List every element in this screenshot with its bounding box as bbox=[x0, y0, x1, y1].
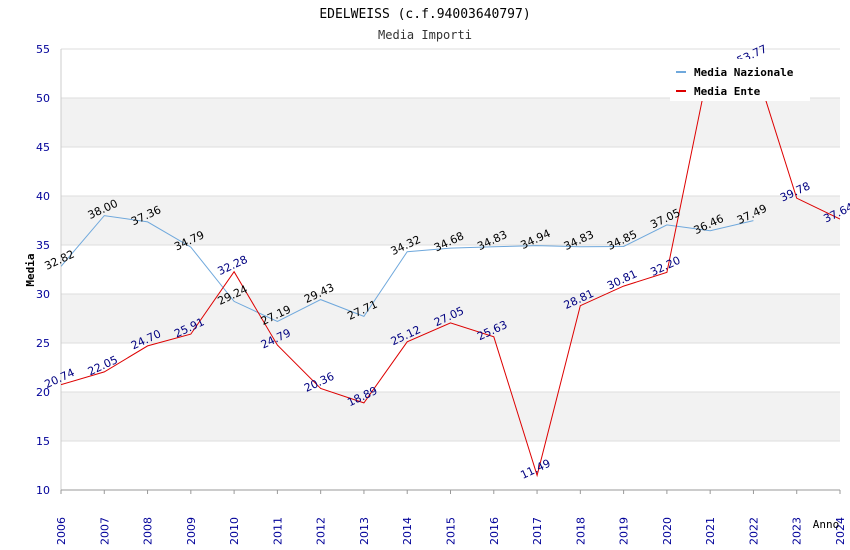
x-tick-label: 2017 bbox=[531, 517, 544, 545]
y-tick-label: 50 bbox=[36, 92, 50, 105]
x-tick-label: 2013 bbox=[358, 517, 371, 545]
y-tick-label: 15 bbox=[36, 435, 50, 448]
x-tick-label: 2024 bbox=[834, 517, 847, 545]
grid-band bbox=[61, 392, 840, 441]
data-label: 20.74 bbox=[43, 366, 77, 391]
grid-bands bbox=[61, 98, 840, 441]
legend-item-label: Media Nazionale bbox=[694, 66, 794, 79]
x-tick-label: 2008 bbox=[142, 517, 155, 545]
data-label: 20.36 bbox=[302, 370, 336, 395]
y-tick-label: 35 bbox=[36, 239, 50, 252]
x-tick-label: 2014 bbox=[401, 517, 414, 545]
grid-lines bbox=[61, 48, 840, 491]
x-tick-label: 2012 bbox=[315, 517, 328, 545]
series-line-media-nazionale bbox=[61, 215, 754, 323]
grid-band bbox=[61, 98, 840, 147]
x-tick-label: 2021 bbox=[704, 517, 717, 545]
y-axis-label: Media bbox=[24, 253, 37, 286]
x-axis-label: Anno bbox=[813, 518, 840, 531]
data-label: 11.49 bbox=[519, 457, 553, 482]
x-tick-label: 2006 bbox=[55, 517, 68, 545]
legend-item-label: Media Ente bbox=[694, 85, 761, 98]
data-label: 22.05 bbox=[86, 353, 120, 378]
y-tick-label: 45 bbox=[36, 141, 50, 154]
x-tick-label: 2020 bbox=[661, 517, 674, 545]
chart-title: EDELWEISS (c.f.94003640797) bbox=[319, 7, 530, 22]
x-tick-label: 2023 bbox=[791, 517, 804, 545]
x-tick-label: 2011 bbox=[271, 517, 284, 545]
x-tick-label: 2007 bbox=[98, 517, 111, 545]
x-tick-label: 2018 bbox=[574, 517, 587, 545]
x-tick-label: 2022 bbox=[747, 517, 760, 545]
y-tick-label: 30 bbox=[36, 288, 50, 301]
x-tick-label: 2019 bbox=[618, 517, 631, 545]
y-tick-label: 10 bbox=[36, 484, 50, 497]
legend-box bbox=[670, 59, 810, 101]
y-tick-label: 20 bbox=[36, 386, 50, 399]
x-tick-label: 2015 bbox=[445, 517, 458, 545]
chart-subtitle: Media Importi bbox=[378, 28, 472, 42]
x-tick-label: 2009 bbox=[185, 517, 198, 545]
grid-band bbox=[61, 294, 840, 343]
data-label: 30.81 bbox=[605, 267, 639, 292]
axes: 10 15 20 25 30 35 40 45 50 55 2006 2007 2008 2009 2010… bbox=[36, 43, 847, 545]
x-tick-label: 2016 bbox=[488, 517, 501, 545]
y-tick-label: 40 bbox=[36, 190, 50, 203]
y-tick-label: 55 bbox=[36, 43, 50, 56]
y-tick-label: 25 bbox=[36, 337, 50, 350]
data-label: 32.20 bbox=[648, 254, 682, 279]
x-tick-label: 2010 bbox=[228, 517, 241, 545]
grid-band bbox=[61, 196, 840, 245]
legend: Media Nazionale Media Ente bbox=[670, 59, 810, 101]
